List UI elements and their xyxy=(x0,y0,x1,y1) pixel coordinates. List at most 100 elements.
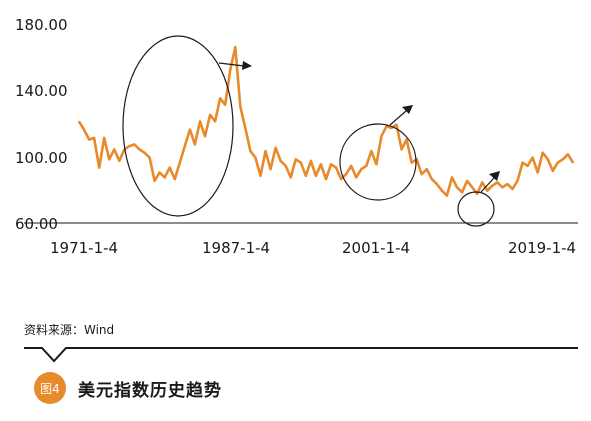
data-point xyxy=(340,178,342,180)
data-point xyxy=(163,176,166,179)
data-point xyxy=(219,97,221,100)
data-point xyxy=(264,150,267,152)
data-point xyxy=(184,145,186,147)
data-point xyxy=(370,150,373,152)
data-point xyxy=(410,161,413,164)
source-note: 资料来源：Wind xyxy=(24,323,115,337)
data-point xyxy=(471,186,474,189)
data-point xyxy=(536,171,539,174)
data-point xyxy=(305,175,307,177)
data-point xyxy=(335,166,337,169)
data-point xyxy=(148,156,151,159)
data-point xyxy=(108,158,110,161)
data-point xyxy=(441,189,443,192)
data-point xyxy=(174,178,176,180)
highlight-ellipse xyxy=(122,35,234,217)
annotation-layer xyxy=(122,35,495,227)
data-point xyxy=(224,104,226,106)
data-point xyxy=(194,143,196,146)
data-point xyxy=(239,105,242,108)
data-point xyxy=(572,161,574,164)
data-point xyxy=(547,158,549,161)
highlight-circle xyxy=(339,123,417,201)
data-point xyxy=(118,160,121,162)
data-point xyxy=(541,151,544,154)
data-point xyxy=(83,128,85,131)
data-point xyxy=(179,161,181,164)
data-point xyxy=(168,166,171,169)
arrow-heads xyxy=(242,61,500,181)
y-tick-label: 60.00 xyxy=(15,215,58,233)
data-point xyxy=(300,161,302,164)
data-point xyxy=(365,165,368,167)
data-point xyxy=(531,156,534,159)
data-point xyxy=(501,186,504,189)
data-point xyxy=(78,120,80,123)
arrow-head-icon xyxy=(242,61,252,70)
data-point xyxy=(521,161,524,164)
data-point xyxy=(214,120,216,123)
data-point xyxy=(249,150,252,152)
data-point xyxy=(244,127,247,129)
data-point xyxy=(279,160,282,162)
data-point xyxy=(93,137,95,139)
data-point xyxy=(526,165,529,167)
data-point xyxy=(451,176,453,179)
data-point xyxy=(234,46,237,48)
data-point xyxy=(557,161,559,164)
data-point xyxy=(289,176,292,179)
data-point xyxy=(138,148,141,151)
data-point xyxy=(360,168,363,170)
data-point xyxy=(552,170,554,172)
data-point xyxy=(209,114,211,116)
data-point xyxy=(461,191,463,194)
data-point xyxy=(466,180,468,182)
data-point xyxy=(274,147,277,149)
data-point xyxy=(103,137,105,139)
data-point xyxy=(204,135,206,137)
data-point xyxy=(350,165,353,167)
data-point xyxy=(128,145,131,147)
trend-arrow-line xyxy=(480,177,495,193)
data-point xyxy=(355,176,358,179)
x-axis-ticks: 1971-1-4 1987-1-4 2001-1-4 2019-1-4 xyxy=(50,239,576,257)
data-point xyxy=(254,156,257,159)
data-point xyxy=(426,168,428,170)
x-tick-label: 1971-1-4 xyxy=(50,239,118,257)
figure-caption: 图4 美元指数历史趋势 xyxy=(34,372,222,404)
data-point xyxy=(259,175,262,177)
data-point xyxy=(133,143,136,146)
data-point xyxy=(400,148,403,151)
dollar-index-chart: 60.00 100.00 140.00 180.00 1971-1-4 1987… xyxy=(15,16,578,257)
data-point xyxy=(516,180,519,182)
data-point xyxy=(199,120,201,123)
data-point xyxy=(380,135,383,137)
data-point xyxy=(395,123,398,126)
data-point xyxy=(431,178,433,180)
trend-arrow-line xyxy=(389,110,407,126)
data-point xyxy=(113,148,116,151)
data-point xyxy=(476,193,479,195)
data-point xyxy=(511,188,514,190)
data-point xyxy=(562,158,564,161)
data-point xyxy=(506,183,509,185)
data-point xyxy=(158,171,161,174)
data-point xyxy=(284,165,287,167)
data-point xyxy=(446,194,448,197)
data-point xyxy=(385,125,388,128)
trend-arrow-line xyxy=(218,62,245,67)
data-point xyxy=(345,173,347,175)
data-point xyxy=(420,173,423,175)
data-point xyxy=(98,166,100,169)
data-point xyxy=(320,163,322,166)
data-point xyxy=(189,128,191,131)
data-point xyxy=(481,181,484,184)
y-tick-label: 100.00 xyxy=(15,149,68,167)
data-point xyxy=(491,184,494,187)
highlight-ellipse xyxy=(457,191,495,227)
data-point xyxy=(375,163,378,166)
data-point xyxy=(405,138,408,141)
data-point xyxy=(294,158,297,161)
data-point xyxy=(436,183,438,185)
data-point xyxy=(456,186,458,189)
